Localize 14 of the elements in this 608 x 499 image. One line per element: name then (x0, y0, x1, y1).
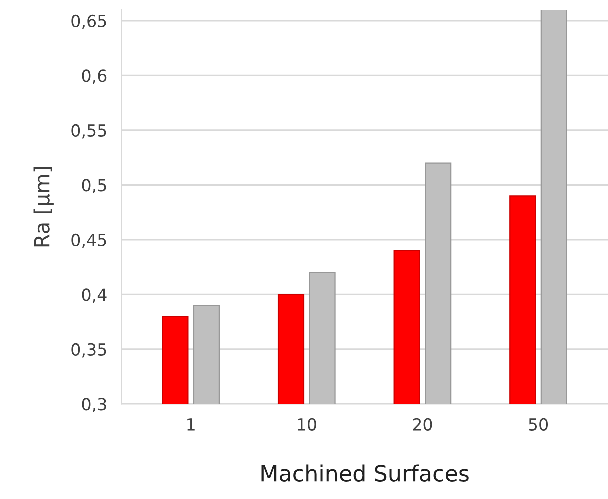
y-tick-label: 0,3 (82, 398, 106, 412)
y-tick-label: 0,4 (82, 288, 107, 303)
y-tick-label: 0,35 (72, 343, 106, 358)
y-axis-title: Ra [µm] (34, 167, 54, 247)
x-tick-label: 1 (188, 418, 195, 431)
x-axis-title: Machined Surfaces (262, 464, 469, 482)
x-tick-label: 50 (529, 418, 548, 431)
y-tick-label: 0,45 (72, 234, 106, 248)
y-tick-label: 0,5 (82, 179, 106, 194)
y-tick-label: 0,65 (72, 14, 106, 30)
y-tick-label: 0,6 (82, 70, 107, 84)
x-tick-label: 20 (413, 418, 432, 431)
y-tick-label: 0,55 (72, 124, 106, 139)
x-tick-label: 10 (298, 418, 316, 431)
